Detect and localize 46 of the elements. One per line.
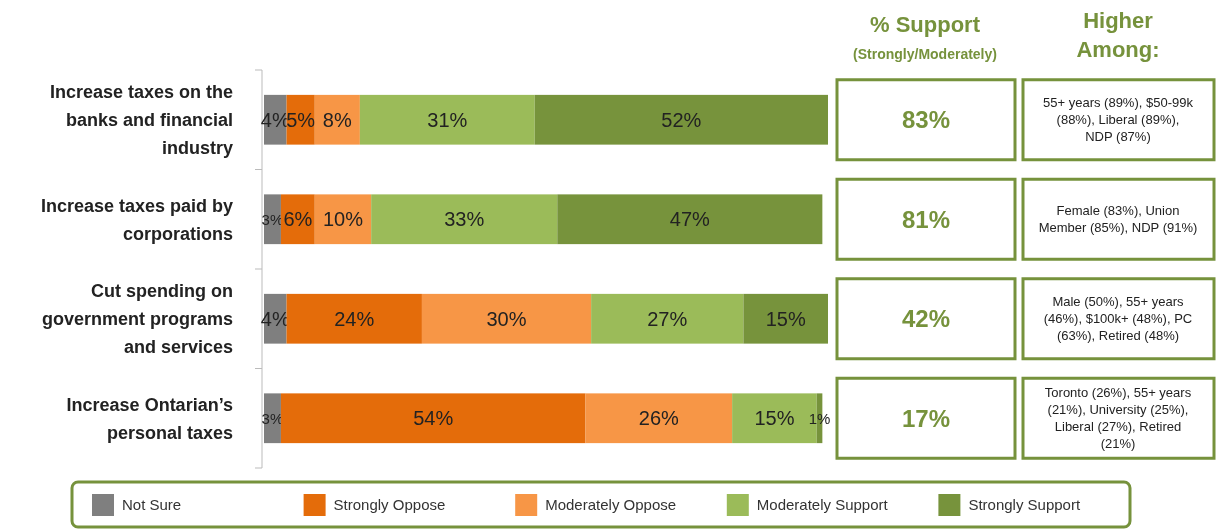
data-label: 10%	[322, 208, 364, 231]
text: (Strongly/Moderately)	[853, 46, 997, 62]
bar	[534, 94, 828, 145]
text: 42%	[901, 305, 951, 333]
data-label: 15%	[765, 307, 806, 330]
bar	[591, 293, 744, 344]
text: Toronto (26%), 55+ years (21%), University (25%), Liberal (27%), Retired (21%)	[1044, 385, 1192, 452]
y-tick-label: Cut spending on government programs and services	[41, 281, 233, 358]
data-label: 30%	[486, 307, 527, 330]
data-label: 47%	[669, 208, 711, 231]
text: 81%	[901, 205, 951, 233]
y-tick-label: Increase taxes paid by corporations	[40, 195, 233, 244]
legend-label: Moderately Oppose	[545, 495, 677, 513]
legend-label: Strongly Oppose	[333, 495, 446, 513]
text: 55+ years (89%), $50-99k (88%), Liberal (89%), NDP (87%)	[1043, 95, 1194, 145]
data-label: 31%	[427, 108, 468, 131]
bar	[557, 194, 823, 245]
bar	[286, 293, 422, 344]
bar	[421, 293, 592, 344]
legend-label: Not Sure	[122, 495, 182, 513]
data-label: 54%	[413, 407, 454, 430]
bar	[314, 194, 372, 245]
bar	[314, 94, 360, 145]
legend-label: Moderately Support	[756, 495, 889, 513]
data-label: 6%	[283, 208, 313, 231]
text: Higher Among:	[1076, 8, 1160, 62]
text: Female (83%), Union Member (85%), NDP (91%)	[1038, 203, 1198, 236]
text: % Support	[870, 12, 981, 37]
bar	[359, 94, 535, 145]
data-label: 33%	[444, 208, 485, 231]
bar	[585, 393, 733, 444]
text: 17%	[901, 404, 951, 432]
data-label: 8%	[322, 108, 352, 131]
y-tick-label: Increase Ontarian’s personal taxes	[66, 394, 233, 443]
text: 83%	[901, 106, 951, 134]
data-label: 15%	[754, 407, 795, 430]
data-label: 24%	[334, 307, 375, 330]
data-label: 52%	[661, 108, 702, 131]
bar	[280, 393, 586, 444]
bar	[371, 194, 558, 245]
data-label: 27%	[647, 307, 688, 330]
bar	[743, 293, 828, 344]
text: Male (50%), 55+ years (46%), $100k+ (48%), PC (63%), Retired (48%)	[1043, 294, 1193, 344]
legend-label: Strongly Support	[968, 495, 1081, 513]
y-tick-label: Increase taxes on the banks and financial industry	[49, 82, 233, 159]
data-label: 26%	[638, 407, 680, 430]
